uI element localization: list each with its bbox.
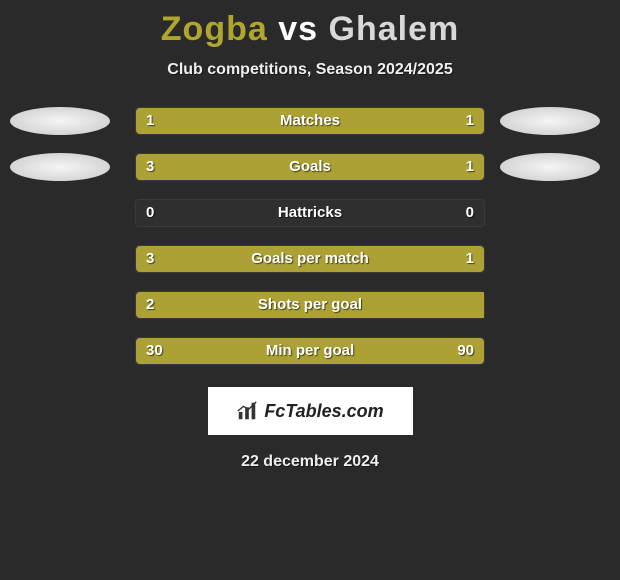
player2-blank-oval [500, 153, 600, 181]
player1-blank-oval [10, 153, 110, 181]
stat-bar: 2Shots per goal [135, 291, 485, 319]
stat-label: Goals [136, 158, 484, 175]
stat-row: 00Hattricks [0, 199, 620, 227]
player2-blank-oval [500, 107, 600, 135]
stat-bar: 11Matches [135, 107, 485, 135]
stat-label: Shots per goal [136, 296, 484, 313]
footer-date: 22 december 2024 [0, 453, 620, 471]
stats-panel: 11Matches 31Goals 00Hattricks 31Goals per m… [0, 107, 620, 365]
stat-label: Min per goal [136, 342, 484, 359]
player2-name: Ghalem [329, 10, 460, 48]
stat-label: Hattricks [136, 204, 484, 221]
logo-box: FcTables.com [208, 387, 413, 435]
stat-bar: 3090Min per goal [135, 337, 485, 365]
stat-bar: 31Goals per match [135, 245, 485, 273]
stat-bar: 31Goals [135, 153, 485, 181]
stat-label: Goals per match [136, 250, 484, 267]
stat-bar: 00Hattricks [135, 199, 485, 227]
stat-row: 31Goals [0, 153, 620, 181]
vs-text: vs [278, 10, 318, 48]
player1-blank-oval [10, 107, 110, 135]
stat-row: 31Goals per match [0, 245, 620, 273]
stat-row: 11Matches [0, 107, 620, 135]
comparison-infographic: Zogba vs Ghalem Club competitions, Seaso… [0, 0, 620, 580]
logo-text: FcTables.com [264, 401, 383, 422]
page-title: Zogba vs Ghalem [0, 0, 620, 49]
chart-icon [236, 400, 258, 422]
stat-row: 3090Min per goal [0, 337, 620, 365]
player1-name: Zogba [161, 10, 268, 48]
stat-label: Matches [136, 112, 484, 129]
subtitle: Club competitions, Season 2024/2025 [0, 61, 620, 79]
stat-row: 2Shots per goal [0, 291, 620, 319]
